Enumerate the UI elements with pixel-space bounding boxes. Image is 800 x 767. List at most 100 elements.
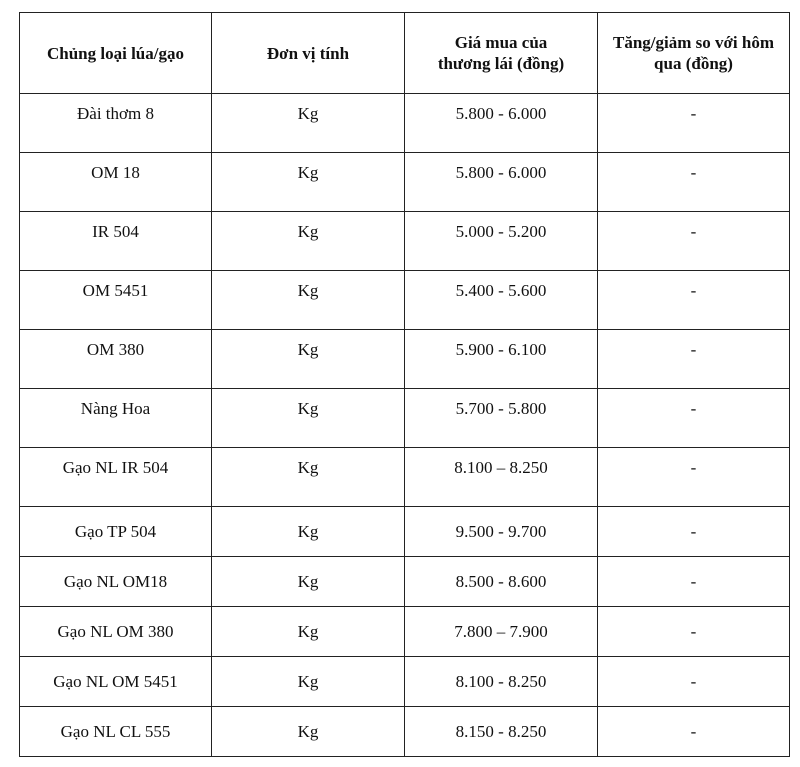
cell-change-text: - (690, 399, 697, 418)
table-row: Đài thơm 8 Kg 5.800 - 6.000 - (19, 93, 790, 153)
cell-change: - (597, 329, 790, 389)
cell-change: - (597, 388, 790, 448)
cell-change-text: - (690, 622, 697, 641)
cell-unit-text: Kg (297, 222, 319, 241)
cell-rice-type: Gạo NL OM 5451 (19, 656, 212, 707)
cell-change: - (597, 656, 790, 707)
cell-rice-type-text: OM 18 (91, 163, 140, 182)
cell-rice-type: Đài thơm 8 (19, 93, 212, 153)
cell-price: 8.150 - 8.250 (404, 706, 598, 757)
table-row: Gạo NL CL 555 Kg 8.150 - 8.250 - (19, 706, 790, 757)
cell-change: - (597, 506, 790, 557)
cell-price: 8.500 - 8.600 (404, 556, 598, 607)
cell-change-text: - (690, 281, 697, 300)
cell-unit: Kg (211, 211, 405, 271)
cell-rice-type-text: Gạo NL OM 5451 (53, 672, 178, 691)
cell-unit: Kg (211, 706, 405, 757)
table-row: OM 18 Kg 5.800 - 6.000 - (19, 152, 790, 212)
cell-change: - (597, 152, 790, 212)
header-row: Chủng loại lúa/gạo Đơn vị tính Giá mua c… (19, 12, 790, 94)
cell-price: 7.800 – 7.900 (404, 606, 598, 657)
cell-rice-type: IR 504 (19, 211, 212, 271)
cell-rice-type-text: Gạo NL OM 380 (57, 622, 174, 641)
cell-unit: Kg (211, 656, 405, 707)
cell-rice-type: Gạo NL CL 555 (19, 706, 212, 757)
cell-rice-type: Gạo NL OM18 (19, 556, 212, 607)
cell-unit-text: Kg (297, 572, 319, 591)
cell-change-text: - (690, 672, 697, 691)
header-rice-type: Chủng loại lúa/gạo (19, 12, 212, 94)
cell-price: 5.700 - 5.800 (404, 388, 598, 448)
table-row: Gạo NL OM 5451 Kg 8.100 - 8.250 - (19, 656, 790, 707)
cell-rice-type-text: Gạo NL CL 555 (60, 722, 171, 741)
table-row: IR 504 Kg 5.000 - 5.200 - (19, 211, 790, 271)
cell-unit-text: Kg (297, 458, 319, 477)
cell-price: 5.900 - 6.100 (404, 329, 598, 389)
cell-rice-type: Nàng Hoa (19, 388, 212, 448)
cell-change-text: - (690, 572, 697, 591)
cell-change: - (597, 606, 790, 657)
cell-price-text: 8.100 - 8.250 (455, 672, 547, 691)
cell-change-text: - (690, 340, 697, 359)
cell-price: 9.500 - 9.700 (404, 506, 598, 557)
table-row: Gạo TP 504 Kg 9.500 - 9.700 - (19, 506, 790, 557)
cell-unit-text: Kg (297, 340, 319, 359)
cell-change-text: - (690, 458, 697, 477)
cell-rice-type: OM 380 (19, 329, 212, 389)
cell-price-text: 8.150 - 8.250 (455, 722, 547, 741)
cell-change-text: - (690, 163, 697, 182)
cell-change: - (597, 211, 790, 271)
cell-price-text: 5.800 - 6.000 (455, 104, 547, 123)
cell-unit-text: Kg (297, 399, 319, 418)
cell-price-text: 5.000 - 5.200 (455, 222, 547, 241)
table-row: Gạo NL OM 380 Kg 7.800 – 7.900 - (19, 606, 790, 657)
cell-rice-type-text: Gạo NL IR 504 (62, 458, 169, 477)
cell-unit-text: Kg (297, 281, 319, 300)
cell-rice-type-text: Gạo NL OM18 (63, 572, 168, 591)
cell-price-text: 5.400 - 5.600 (455, 281, 547, 300)
cell-unit: Kg (211, 556, 405, 607)
table-row: Nàng Hoa Kg 5.700 - 5.800 - (19, 388, 790, 448)
cell-price: 5.000 - 5.200 (404, 211, 598, 271)
table-row: Gạo NL OM18 Kg 8.500 - 8.600 - (19, 556, 790, 607)
cell-rice-type-text: OM 380 (86, 340, 145, 359)
cell-unit-text: Kg (297, 722, 319, 741)
cell-change: - (597, 93, 790, 153)
cell-price: 8.100 – 8.250 (404, 447, 598, 507)
cell-unit: Kg (211, 329, 405, 389)
cell-price: 8.100 - 8.250 (404, 656, 598, 707)
table-row: OM 5451 Kg 5.400 - 5.600 - (19, 270, 790, 330)
cell-rice-type-text: IR 504 (92, 222, 139, 241)
cell-price-text: 8.100 – 8.250 (454, 458, 548, 477)
cell-unit-text: Kg (297, 622, 319, 641)
cell-rice-type: OM 18 (19, 152, 212, 212)
cell-unit-text: Kg (297, 163, 319, 182)
cell-price: 5.800 - 6.000 (404, 152, 598, 212)
cell-change: - (597, 270, 790, 330)
header-unit: Đơn vị tính (211, 12, 405, 94)
header-change: Tăng/giảm so với hôm qua (đồng) (597, 12, 790, 94)
cell-change-text: - (690, 222, 697, 241)
cell-unit-text: Kg (297, 672, 319, 691)
cell-price: 5.800 - 6.000 (404, 93, 598, 153)
cell-unit: Kg (211, 270, 405, 330)
table-row: Gạo NL IR 504 Kg 8.100 – 8.250 - (19, 447, 790, 507)
cell-rice-type-text: Gạo TP 504 (74, 522, 157, 541)
cell-unit-text: Kg (297, 522, 319, 541)
cell-rice-type-text: Đài thơm 8 (77, 104, 154, 123)
cell-unit: Kg (211, 606, 405, 657)
cell-rice-type-text: Nàng Hoa (80, 399, 151, 418)
cell-rice-type: Gạo TP 504 (19, 506, 212, 557)
cell-unit: Kg (211, 506, 405, 557)
cell-price-text: 5.700 - 5.800 (455, 399, 547, 418)
cell-unit: Kg (211, 388, 405, 448)
cell-rice-type: Gạo NL OM 380 (19, 606, 212, 657)
cell-unit: Kg (211, 152, 405, 212)
cell-change: - (597, 447, 790, 507)
cell-price-text: 5.900 - 6.100 (455, 340, 547, 359)
cell-rice-type-text: OM 5451 (82, 281, 149, 300)
cell-price-text: 5.800 - 6.000 (455, 163, 547, 182)
cell-change-text: - (690, 104, 697, 123)
cell-price: 5.400 - 5.600 (404, 270, 598, 330)
cell-unit: Kg (211, 447, 405, 507)
